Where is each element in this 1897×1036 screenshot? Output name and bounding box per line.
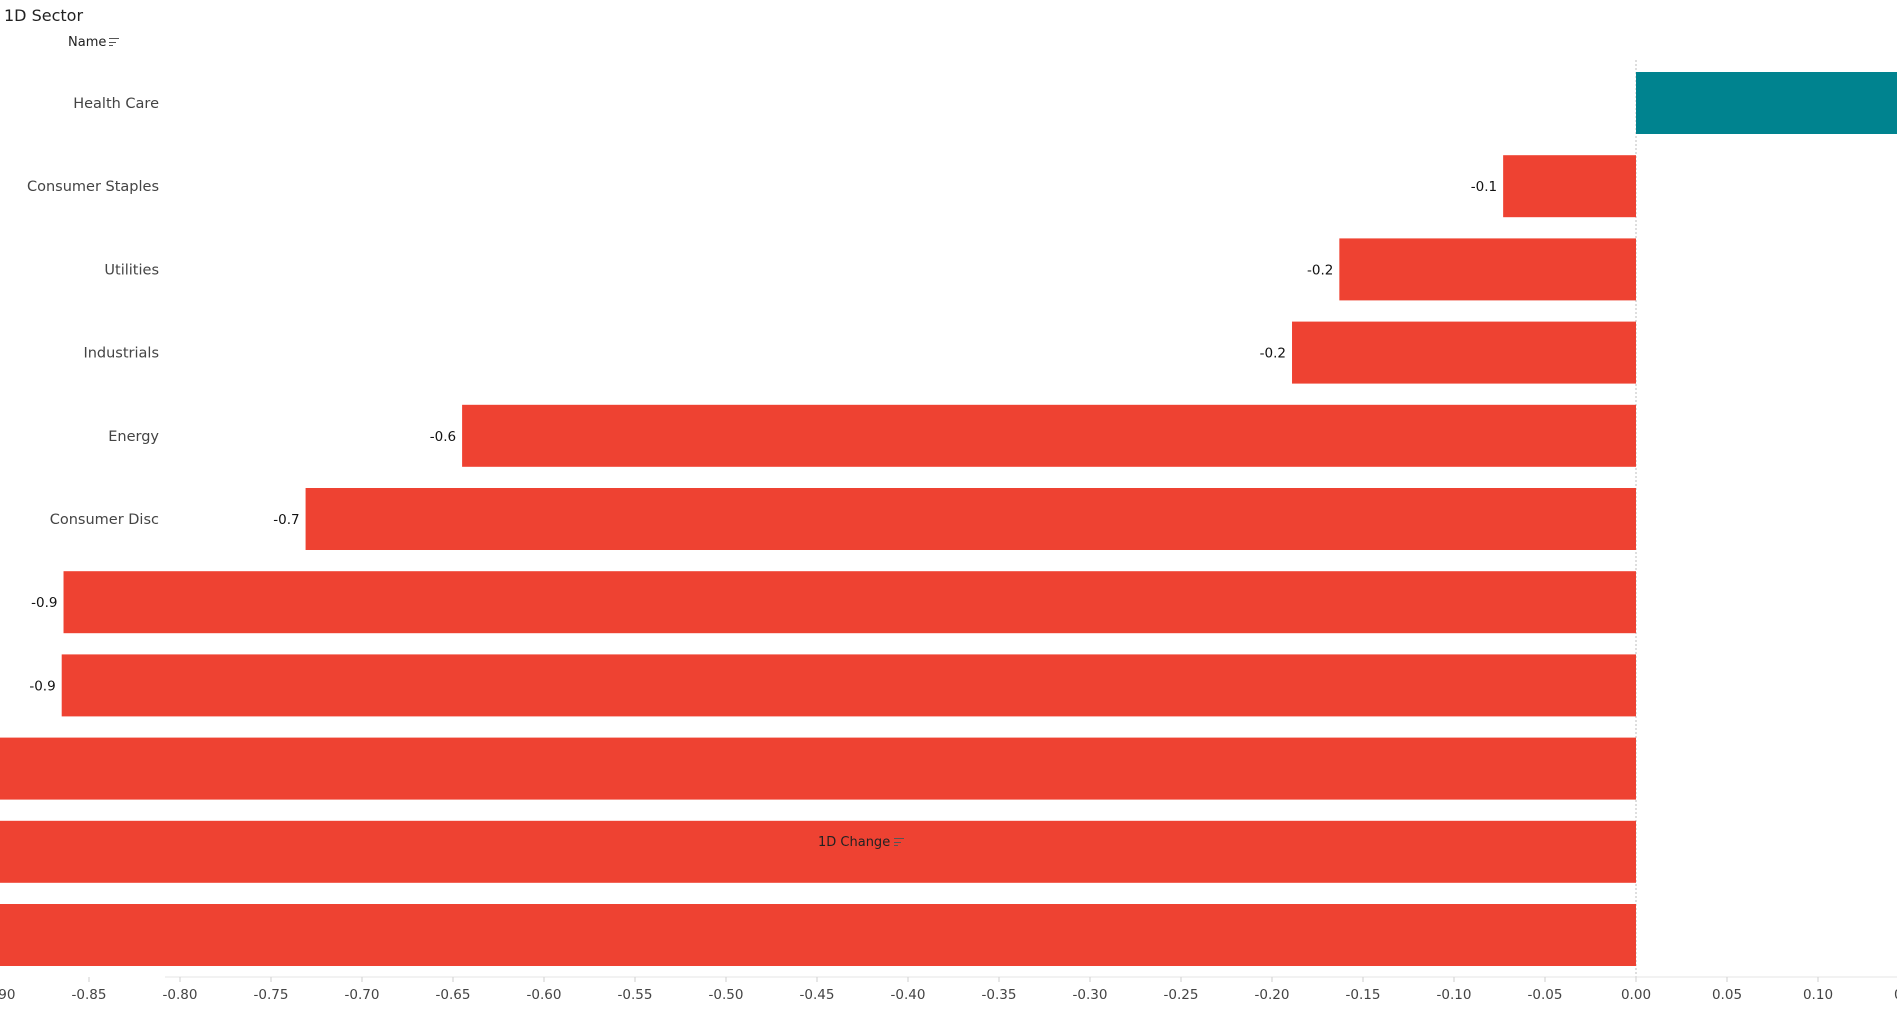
- data-label: -0.2: [1307, 262, 1333, 278]
- x-tick-label: 0.00: [1621, 987, 1651, 1003]
- category-label: Health Care: [73, 96, 159, 112]
- category-label: Utilities: [104, 262, 159, 278]
- bar[interactable]: [0, 820, 1636, 883]
- x-tick-label: -0.60: [527, 987, 562, 1003]
- x-tick-label: 0.15: [1894, 987, 1897, 1003]
- x-axis-title[interactable]: 1D Change: [818, 835, 905, 850]
- bar[interactable]: [305, 488, 1637, 550]
- bar[interactable]: [1503, 155, 1636, 218]
- data-label: -0.2: [1260, 346, 1286, 362]
- x-tick-label: -0.45: [800, 987, 835, 1003]
- x-tick-label: -0.85: [72, 987, 107, 1003]
- sort-descending-icon[interactable]: [109, 38, 120, 47]
- bar[interactable]: [1636, 72, 1897, 134]
- data-label: -0.9: [29, 678, 55, 694]
- category-label: Consumer Disc: [50, 512, 159, 528]
- x-tick-label: -0.80: [163, 987, 198, 1003]
- x-tick-label: -0.25: [1164, 987, 1199, 1003]
- row-header[interactable]: Name: [68, 35, 120, 50]
- bar[interactable]: [61, 654, 1637, 717]
- x-tick-label: -0.10: [1437, 987, 1472, 1003]
- chart-title: 1D Sector: [4, 6, 84, 25]
- x-tick-label: 0.10: [1803, 987, 1833, 1003]
- bar[interactable]: [0, 904, 1636, 966]
- bar[interactable]: [0, 737, 1637, 800]
- data-label: -0.9: [31, 595, 57, 611]
- x-tick-label: -0.40: [891, 987, 926, 1003]
- data-label: -0.1: [1471, 179, 1497, 195]
- category-label: Industrials: [83, 346, 159, 362]
- bar[interactable]: [1339, 238, 1636, 301]
- x-tick-label: -0.30: [1073, 987, 1108, 1003]
- bar[interactable]: [462, 404, 1637, 467]
- bar[interactable]: [1292, 321, 1636, 384]
- x-tick-label: -0.20: [1255, 987, 1290, 1003]
- x-tick-label: 0.05: [1712, 987, 1742, 1003]
- data-label: -0.6: [430, 429, 456, 445]
- x-tick-label: -0.75: [254, 987, 289, 1003]
- row-header-label: Name: [68, 35, 107, 50]
- data-label: -0.7: [273, 512, 299, 528]
- x-axis-title-label: 1D Change: [818, 835, 891, 850]
- x-tick-label: -0.05: [1528, 987, 1563, 1003]
- x-tick-label: -0.70: [345, 987, 380, 1003]
- x-tick-label: -0.35: [982, 987, 1017, 1003]
- category-label: Consumer Staples: [27, 179, 159, 195]
- x-tick-label: -0.50: [709, 987, 744, 1003]
- x-tick-label: -0.55: [618, 987, 653, 1003]
- sort-descending-icon[interactable]: [894, 838, 905, 847]
- category-label: Energy: [108, 429, 159, 445]
- x-tick-label: -0.15: [1346, 987, 1381, 1003]
- x-tick-label: -0.90: [0, 987, 15, 1003]
- x-tick-label: -0.65: [436, 987, 471, 1003]
- bar[interactable]: [63, 571, 1636, 634]
